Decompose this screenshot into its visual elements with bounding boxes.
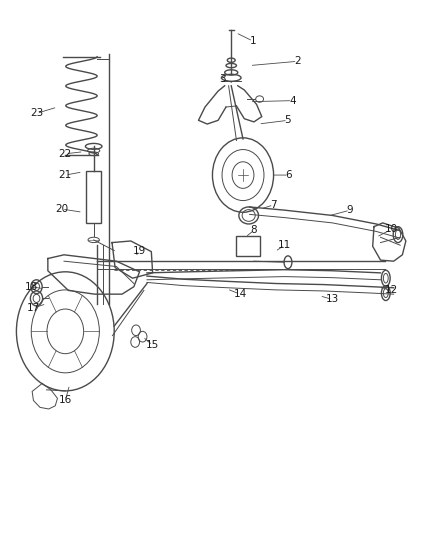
Text: 20: 20	[55, 204, 68, 214]
Text: 21: 21	[59, 170, 72, 180]
Text: 18: 18	[25, 282, 38, 292]
Text: 2: 2	[294, 56, 301, 66]
Text: 5: 5	[285, 115, 291, 125]
Text: 22: 22	[59, 149, 72, 159]
Text: 23: 23	[30, 108, 43, 118]
Text: 16: 16	[59, 395, 72, 406]
Text: 9: 9	[346, 205, 353, 215]
Text: 15: 15	[146, 340, 159, 350]
Text: 12: 12	[385, 286, 398, 295]
Text: 11: 11	[278, 240, 291, 250]
Text: 4: 4	[289, 95, 296, 106]
Text: 6: 6	[286, 170, 292, 180]
Text: 3: 3	[219, 75, 226, 84]
Text: 19: 19	[133, 246, 146, 255]
Text: 14: 14	[233, 289, 247, 299]
Text: 17: 17	[27, 303, 40, 313]
Text: 1: 1	[250, 36, 256, 46]
Text: 10: 10	[385, 224, 398, 235]
Text: 8: 8	[251, 225, 257, 236]
Text: 13: 13	[326, 294, 339, 304]
Text: 7: 7	[270, 200, 277, 210]
